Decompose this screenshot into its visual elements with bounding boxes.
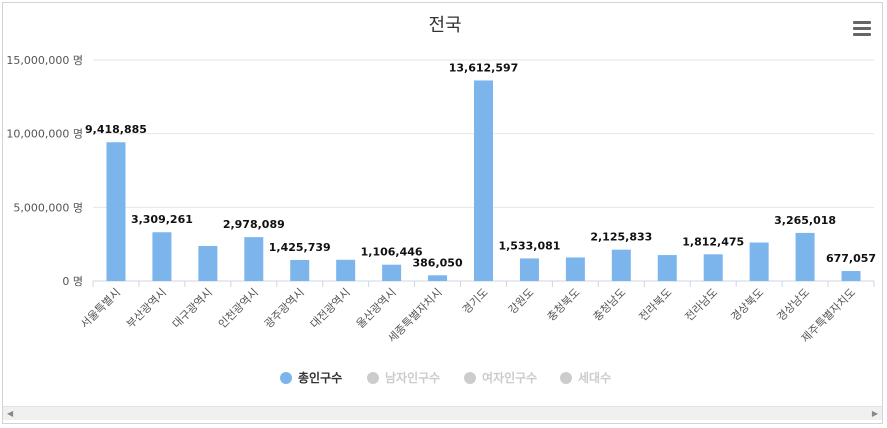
hamburger-menu-icon[interactable]: [853, 21, 871, 37]
bar[interactable]: [244, 237, 264, 281]
x-tick-label: 충청남도: [591, 286, 629, 324]
data-label: 1,533,081: [498, 239, 560, 252]
legend-marker: [464, 372, 476, 384]
bar[interactable]: [336, 259, 356, 281]
data-labels: 9,418,885 3,309,261 2,978,089 1,425,739 1,10…: [85, 61, 876, 269]
x-tick-label: 경상남도: [774, 286, 812, 324]
legend-item[interactable]: 남자인구수: [367, 370, 440, 385]
legend-item[interactable]: 세대수: [560, 370, 611, 385]
y-tick-label: 0 명: [62, 275, 83, 288]
legend-label: 여자인구수: [482, 370, 537, 385]
chart-title: 전국: [428, 15, 461, 36]
legend[interactable]: 총인구수 남자인구수 여자인구수 세대수: [280, 370, 611, 385]
chart-svg: 전국 0 명 5,000,000 명 10,000,000 명 15,000,000 …: [6, 15, 876, 385]
bar[interactable]: [382, 264, 402, 281]
legend-item[interactable]: 여자인구수: [464, 370, 537, 385]
y-axis-ticks: 0 명 5,000,000 명 10,000,000 명 15,000,000 명: [6, 54, 83, 288]
horizontal-scrollbar[interactable]: ◀ ▶: [3, 406, 882, 420]
bar[interactable]: [519, 258, 539, 281]
legend-label: 총인구수: [298, 370, 342, 385]
bar[interactable]: [565, 257, 585, 281]
bar[interactable]: [474, 80, 493, 281]
bar[interactable]: [611, 249, 631, 281]
data-label: 9,418,885: [85, 123, 147, 136]
x-tick-label: 경상북도: [728, 286, 766, 324]
bars: [106, 80, 861, 281]
legend-label: 남자인구수: [385, 370, 440, 385]
bar[interactable]: [795, 232, 815, 281]
data-label: 2,978,089: [223, 218, 285, 231]
y-tick-label: 15,000,000 명: [6, 54, 83, 67]
x-axis-ticks: 서울특별시 부산광역시 대구광역시 인천광역시 광주광역시 대전광역시 울산광역시세종특별자…: [78, 281, 875, 345]
legend-label: 세대수: [578, 370, 611, 385]
bar[interactable]: [841, 271, 861, 281]
x-tick-label: 인천광역시: [215, 285, 261, 331]
legend-item[interactable]: 총인구수: [280, 370, 342, 385]
x-tick-label: 강원도: [506, 286, 537, 317]
x-tick-label: 충청북도: [545, 286, 583, 324]
data-label: 386,050: [413, 256, 463, 269]
bar[interactable]: [703, 254, 723, 281]
bar[interactable]: [152, 232, 172, 281]
bar[interactable]: [106, 142, 126, 281]
data-label: 13,612,597: [449, 61, 519, 74]
y-tick-label: 10,000,000 명: [6, 128, 83, 141]
x-tick-label: 광주광역시: [262, 286, 307, 331]
data-label: 677,057: [826, 252, 876, 265]
x-tick-label: 대전광역시: [308, 286, 353, 331]
bar[interactable]: [428, 275, 448, 281]
data-label: 1,812,475: [682, 235, 744, 248]
bar[interactable]: [290, 259, 310, 281]
x-tick-label: 서울특별시: [78, 286, 123, 331]
bar[interactable]: [657, 255, 677, 281]
x-tick-label: 부산광역시: [124, 286, 169, 331]
x-tick-label: 대구광역시: [170, 286, 215, 331]
y-tick-label: 5,000,000 명: [13, 201, 83, 214]
data-label: 1,106,446: [361, 246, 423, 259]
data-label: 3,265,018: [774, 214, 836, 227]
data-label: 2,125,833: [590, 231, 652, 244]
data-label: 3,309,261: [131, 213, 193, 226]
legend-marker: [367, 372, 379, 384]
scroll-right-icon[interactable]: ▶: [871, 409, 878, 418]
x-tick-label: 전라북도: [637, 286, 675, 324]
legend-marker: [280, 372, 292, 384]
data-label: 1,425,739: [269, 241, 331, 254]
bar[interactable]: [749, 242, 769, 281]
bar[interactable]: [198, 246, 218, 281]
x-tick-label: 경기도: [460, 286, 491, 317]
x-tick-label: 전라남도: [683, 286, 721, 324]
chart-container: 전국 0 명 5,000,000 명 10,000,000 명 15,000,000 …: [2, 2, 883, 424]
scroll-left-icon[interactable]: ◀: [7, 409, 14, 418]
x-tick-label: 울산광역시: [354, 286, 399, 331]
legend-marker: [560, 372, 572, 384]
